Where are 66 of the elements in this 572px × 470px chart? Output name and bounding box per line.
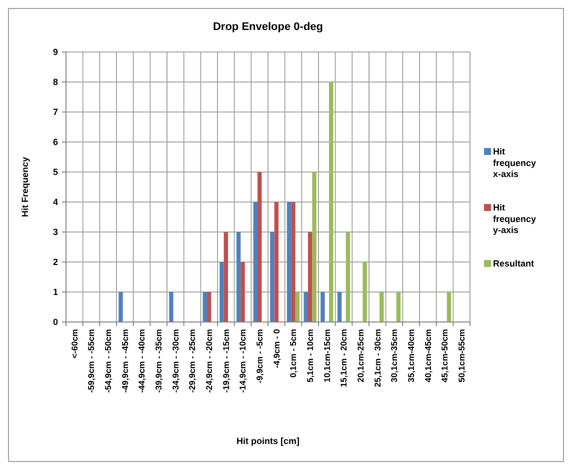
bar — [257, 172, 262, 322]
legend-label: Resultant — [493, 258, 534, 269]
y-tick-label: 3 — [52, 227, 58, 238]
bar — [220, 262, 224, 322]
y-tick-label: 8 — [52, 77, 58, 88]
bar — [169, 292, 174, 322]
x-tick-label: -9,9cm - -5cm — [254, 328, 265, 384]
x-tick-label: -59,9cm - -55cm — [86, 328, 96, 393]
bar — [286, 202, 292, 322]
bar — [253, 202, 258, 322]
x-tick-label: -44,9cm - -40cm — [136, 328, 147, 393]
x-tick-label: -34,9cm - -30cm — [170, 328, 180, 393]
bar — [118, 292, 123, 322]
bar — [380, 292, 384, 322]
bar — [206, 292, 212, 322]
x-tick-label: 5,1cm - 10cm — [305, 328, 316, 382]
y-tick-label: 9 — [52, 47, 58, 58]
bar — [396, 292, 401, 322]
bar — [329, 82, 334, 322]
x-tick-label: -54,9cm - -50cm — [103, 328, 114, 393]
chart-title: Drop Envelope 0-deg — [212, 21, 324, 33]
y-tick-label: 0 — [52, 317, 58, 328]
y-tick-label: 1 — [52, 287, 58, 298]
x-tick-label: -24,9cm - -20cm — [204, 328, 214, 393]
x-tick-label: 35,1cm-40cm — [406, 328, 416, 382]
x-tick-label: 50,1cm-55cm — [456, 328, 467, 382]
bar — [274, 202, 279, 322]
x-tick-label: 30,1cm-35cm — [389, 328, 400, 382]
bar — [308, 232, 312, 322]
x-tick-label: <-60cm — [69, 328, 80, 359]
bar — [236, 232, 241, 322]
bar — [224, 232, 228, 322]
y-tick-label: 5 — [52, 167, 58, 178]
x-axis-title: Hit points [cm] — [236, 436, 300, 446]
bar — [346, 232, 350, 322]
legend-label: Hit frequency y-axis — [493, 202, 536, 236]
y-axis-title: Hit Frequency — [20, 156, 30, 218]
bar — [446, 292, 452, 322]
bar — [362, 262, 367, 322]
x-tick-label: -19,9cm - -15cm — [220, 328, 231, 393]
bar — [291, 202, 296, 322]
bar — [240, 262, 245, 322]
x-tick-label: -14,9cm - -10cm — [238, 328, 248, 393]
legend-label: Hit frequency x-axis — [493, 146, 536, 180]
x-tick-label: 15,1cm - 20cm — [338, 328, 349, 388]
x-tick-label: 40,1cm-45cm — [422, 328, 433, 382]
bar — [312, 172, 316, 322]
x-tick-label: -39,9cm - -35cm — [154, 328, 164, 393]
y-tick-label: 4 — [52, 197, 58, 208]
bar — [337, 292, 342, 322]
x-tick-label: 20,1cm-25cm — [356, 328, 366, 382]
y-tick-label: 6 — [52, 137, 58, 148]
bar — [320, 292, 325, 322]
x-tick-label: 25,1cm - 30cm — [372, 328, 382, 388]
bar — [295, 292, 300, 322]
bar — [270, 232, 274, 322]
y-tick-label: 7 — [52, 107, 58, 118]
bar — [202, 292, 207, 322]
x-tick-label: -49,9cm - -45cm — [120, 328, 130, 393]
x-tick-label: 10,1cm-15cm — [322, 328, 332, 382]
x-tick-label: -4,9cm - 0 — [271, 328, 282, 368]
x-tick-label: 0,1cm - 5cm — [288, 328, 298, 378]
x-tick-label: 45,1cm-50cm — [440, 328, 450, 382]
bar — [304, 292, 308, 322]
x-tick-label: -29,9cm - -25cm — [187, 328, 198, 393]
y-tick-label: 2 — [52, 257, 58, 268]
